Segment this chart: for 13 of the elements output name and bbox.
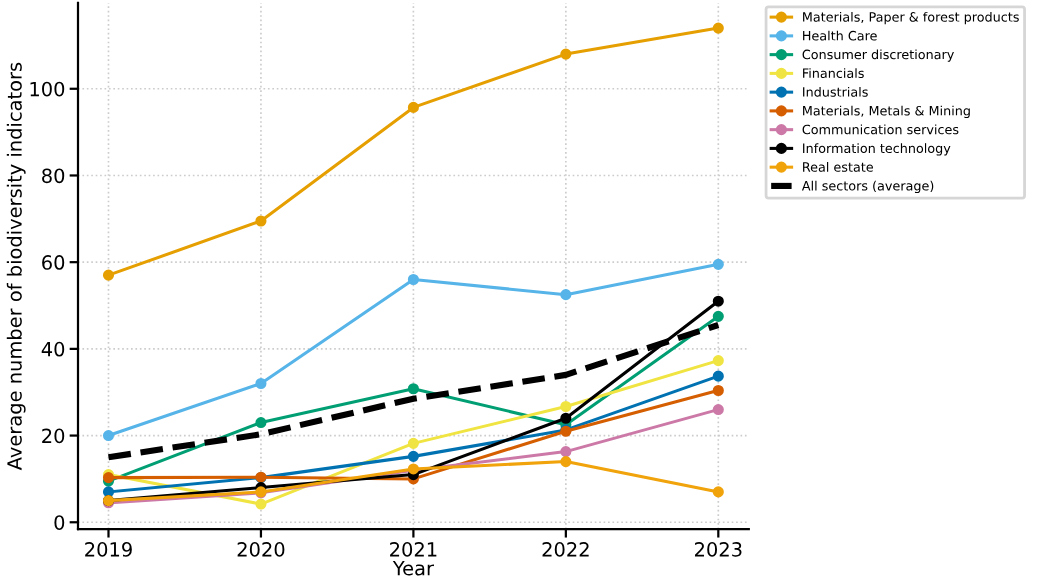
x-axis-title: Year	[392, 561, 434, 576]
y-axis-title: Average number of biodiversity indicators	[6, 62, 26, 471]
y-tick-label: 100	[30, 81, 65, 97]
y-tick-label: 40	[41, 341, 65, 357]
y-tick-label: 0	[54, 515, 65, 530]
x-tick-label: 2022	[542, 542, 589, 557]
y-tick-label: 20	[42, 428, 65, 444]
y-tick-label: 60	[42, 255, 65, 270]
y-tick-label: 80	[42, 168, 65, 184]
x-tick-label: 2019	[85, 542, 132, 557]
x-tick-label: 2023	[694, 542, 742, 557]
x-tick-label: 2020	[237, 542, 285, 557]
x-tick-label: 2021	[390, 542, 437, 557]
